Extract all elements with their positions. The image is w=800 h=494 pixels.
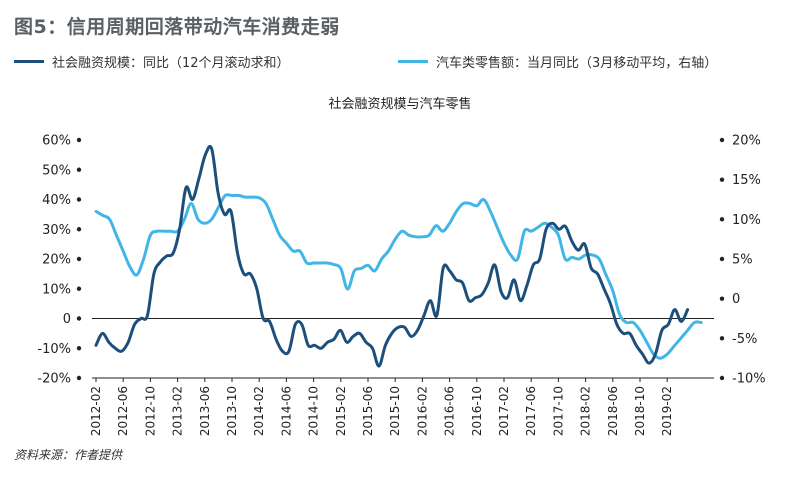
y-right-tick-dot (719, 296, 725, 301)
y-left-tick-label: 20% (42, 253, 71, 268)
y-right-tick-label: -10% (732, 372, 766, 387)
x-tick-label: 2016-06 (443, 386, 457, 436)
y-right-tick-label: 20% (732, 134, 761, 149)
y-left-tick-label: 0 (63, 312, 71, 327)
x-tick-label: 2012-06 (116, 386, 130, 436)
y-left-tick-dot (76, 346, 82, 351)
x-tick-label: 2017-06 (524, 386, 538, 436)
x-tick-label: 2012-02 (89, 386, 103, 436)
x-tick-label: 2018-10 (633, 386, 647, 436)
figure-title: 图5：信用周期回落带动汽车消费走弱 (14, 16, 340, 38)
y-right-tick-dot (719, 375, 725, 381)
x-tick-label: 2015-02 (334, 386, 348, 436)
source-note: 资料来源：作者提供 (14, 448, 123, 462)
y-right-tick-label: 5% (732, 253, 753, 268)
y-left-tick-label: 60% (42, 134, 71, 149)
y-left-tick-dot (76, 375, 82, 381)
y-right-tick-label: 10% (732, 213, 761, 228)
x-tick-label: 2016-10 (470, 386, 484, 436)
x-tick-label: 2015-10 (388, 386, 402, 436)
y-right-tick-dot (719, 336, 725, 341)
x-tick-label: 2014-06 (279, 386, 293, 436)
x-tick-label: 2017-02 (497, 386, 511, 436)
legend-label-auto-retail: 汽车类零售额：当月同比（3月移动平均，右轴） (436, 55, 718, 71)
y-left-tick-dot (76, 256, 82, 262)
y-left-tick-label: 10% (42, 282, 71, 297)
chart-axes: 60% 50% 40% 30% 20% 10% 0 -10% -20% 20% 15% 10% 5% 0 -… (37, 134, 765, 437)
y-left-tick-dot (76, 316, 82, 321)
x-tick-label: 2013-06 (198, 386, 212, 436)
x-tick-label: 2016-02 (415, 386, 429, 436)
x-tick-label: 2017-10 (551, 386, 565, 436)
legend-item-auto-retail: 汽车类零售额：当月同比（3月移动平均，右轴） (398, 52, 718, 71)
y-left-tick-label: -20% (37, 372, 71, 387)
x-tick-label: 2019-02 (660, 386, 674, 436)
y-right-tick-dot (719, 177, 725, 182)
chart-title: 社会融资规模与汽车零售 (328, 96, 471, 112)
y-right-tick-label: -5% (732, 332, 757, 347)
legend-label-social-financing: 社会融资规模：同比（12个月滚动求和） (52, 55, 290, 71)
x-tick-label: 2018-06 (606, 386, 620, 436)
y-left-tick-label: 40% (42, 193, 71, 208)
y-left-tick-label: 50% (42, 163, 71, 178)
y-left-tick-dot (76, 197, 82, 202)
x-tick-label: 2013-10 (225, 386, 239, 436)
y-right-tick-dot (719, 256, 725, 262)
x-tick-label: 2018-02 (579, 386, 593, 436)
y-right-tick-dot (719, 217, 725, 222)
series-line-auto-retail (94, 193, 703, 360)
x-tick-label: 2012-10 (143, 386, 157, 436)
y-left-tick-dot (76, 167, 82, 172)
y-left-tick-dot (76, 227, 82, 232)
legend-item-social-financing: 社会融资规模：同比（12个月滚动求和） (14, 52, 290, 71)
x-tick-label: 2014-10 (307, 386, 321, 436)
legend-swatch-dark (14, 59, 44, 63)
y-right-tick-label: 0 (732, 292, 740, 307)
y-right-tick-dot (719, 137, 725, 143)
y-left-tick-dot (76, 286, 82, 291)
x-tick-label: 2014-02 (252, 386, 266, 436)
x-tick-label: 2013-02 (171, 386, 185, 436)
y-right-tick-label: 15% (732, 173, 761, 188)
chart-lines (94, 144, 703, 368)
legend-swatch-light (398, 59, 428, 63)
y-left-tick-dot (76, 137, 82, 143)
y-left-tick-label: 30% (42, 223, 71, 238)
x-tick-label: 2015-06 (361, 386, 375, 436)
series-line-social-financing (94, 144, 690, 368)
y-left-tick-label: -10% (37, 342, 71, 357)
